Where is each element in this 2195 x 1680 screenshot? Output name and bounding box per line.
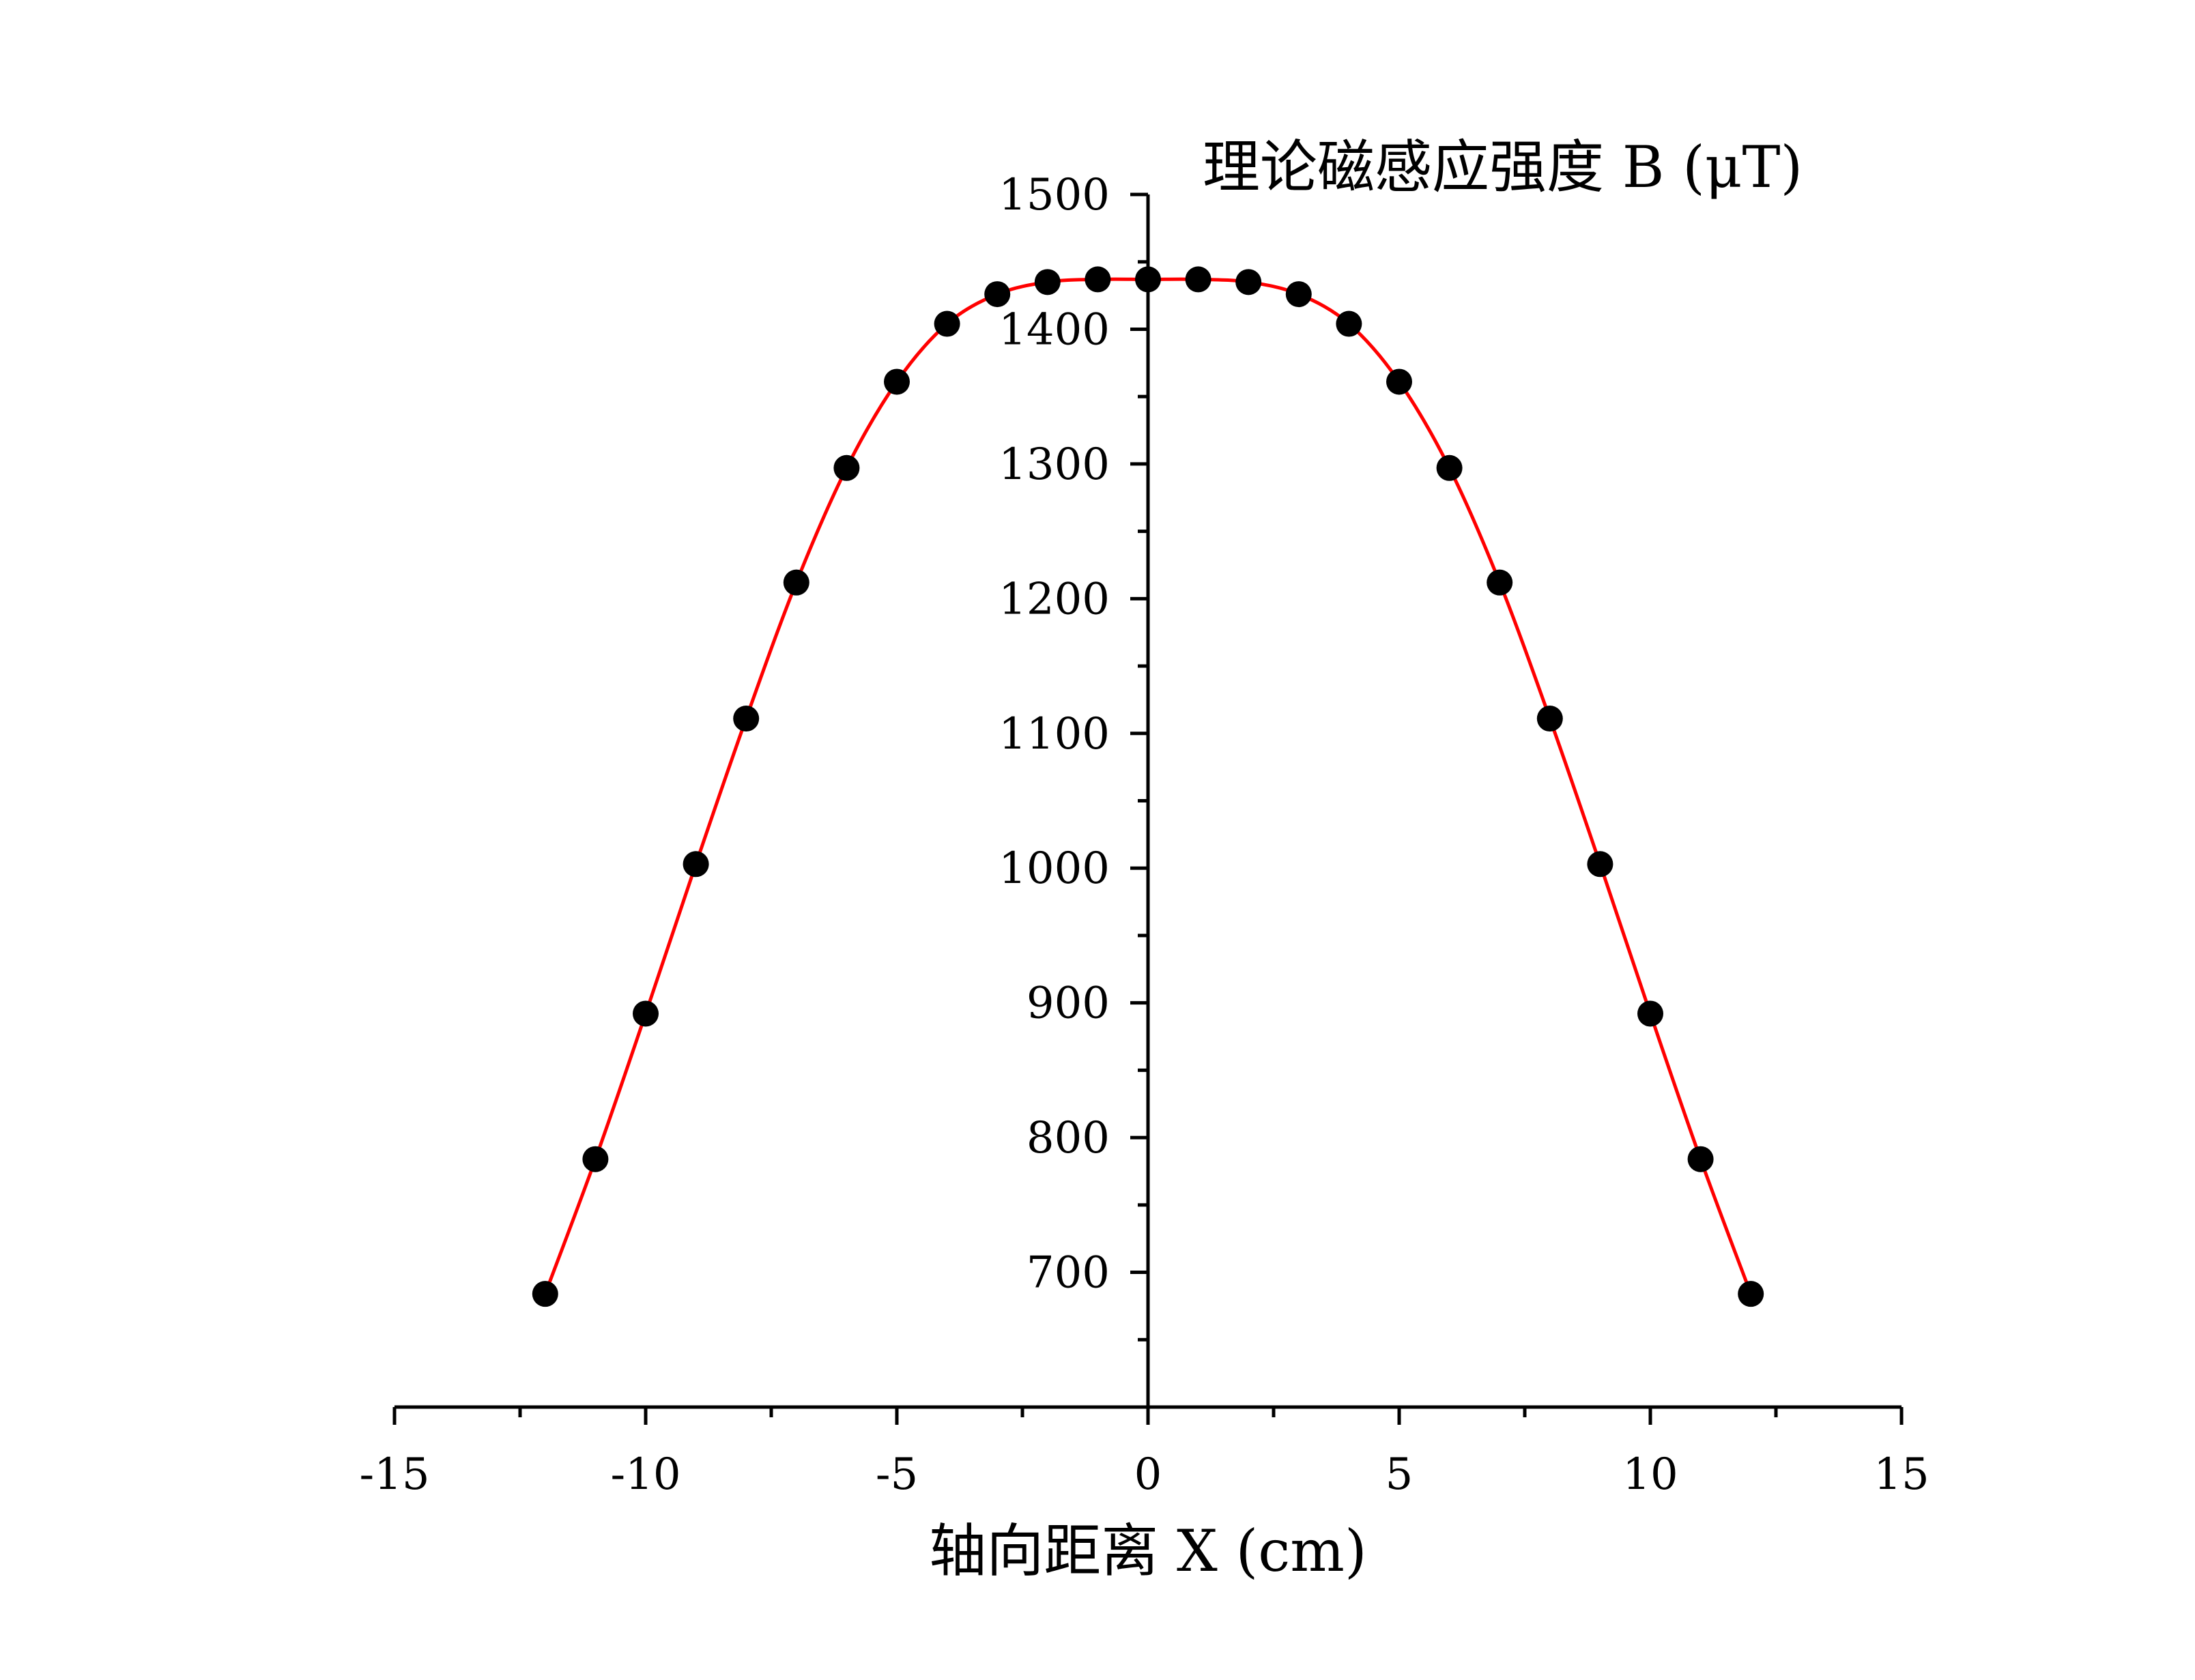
data-point xyxy=(1285,281,1312,308)
data-point xyxy=(633,1000,659,1027)
data-point xyxy=(1336,310,1362,337)
y-tick-label: 900 xyxy=(1027,979,1110,1029)
data-point xyxy=(532,1281,558,1307)
y-axis-title: 理论磁感应强度 B (μT) xyxy=(1203,134,1803,201)
y-tick-label: 1500 xyxy=(999,170,1110,220)
data-point xyxy=(1185,266,1211,293)
y-tick-label: 1300 xyxy=(999,439,1110,490)
data-point xyxy=(1436,454,1463,481)
data-point xyxy=(833,454,860,481)
x-tick-label: 0 xyxy=(1134,1449,1162,1500)
y-tick-label: 700 xyxy=(1027,1248,1110,1299)
data-point xyxy=(1034,269,1061,295)
data-point xyxy=(1386,368,1412,395)
x-ticks: -15 -10 -5 0 5 10 15 xyxy=(359,1407,1929,1500)
y-tick-label: 800 xyxy=(1027,1113,1110,1163)
x-tick-label: -5 xyxy=(876,1449,918,1500)
data-point xyxy=(1687,1146,1714,1172)
x-tick-label: 5 xyxy=(1386,1449,1414,1500)
data-point xyxy=(1135,266,1161,293)
data-point xyxy=(934,310,960,337)
data-point xyxy=(733,706,760,732)
y-tick-label: 1000 xyxy=(999,843,1110,894)
data-point xyxy=(1738,1281,1764,1307)
y-ticks: 700 800 900 1000 1100 1200 1300 1400 1500 xyxy=(999,170,1148,1342)
data-point xyxy=(783,569,809,596)
x-tick-label: -15 xyxy=(359,1449,429,1500)
y-tick-label: 1200 xyxy=(999,574,1110,624)
data-point xyxy=(582,1146,609,1172)
data-point xyxy=(1085,266,1111,293)
data-point xyxy=(683,851,709,878)
data-point xyxy=(1235,269,1262,295)
x-axis-title: 轴向距离 X (cm) xyxy=(929,1518,1366,1584)
x-tick-label: -10 xyxy=(610,1449,680,1500)
data-points xyxy=(532,266,1764,1307)
data-point xyxy=(1536,706,1563,732)
data-point xyxy=(884,368,910,395)
data-point xyxy=(1637,1000,1663,1027)
y-tick-label: 1400 xyxy=(999,304,1110,355)
data-point xyxy=(1487,569,1513,596)
data-point xyxy=(1587,851,1613,878)
x-tick-label: 10 xyxy=(1622,1449,1678,1500)
x-tick-label: 15 xyxy=(1874,1449,1929,1500)
y-tick-label: 1100 xyxy=(999,709,1110,759)
data-point xyxy=(984,281,1011,308)
